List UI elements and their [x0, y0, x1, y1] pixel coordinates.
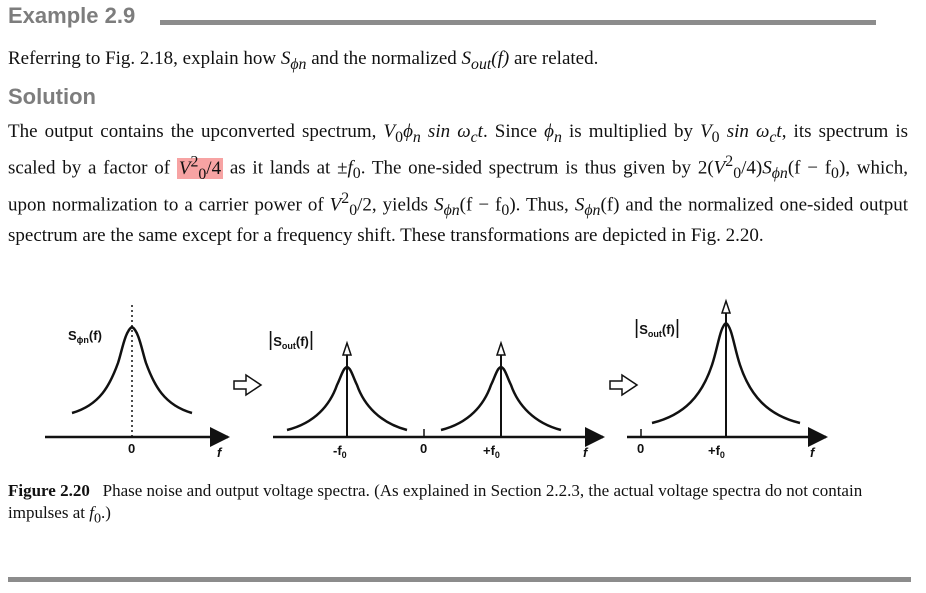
panel2-neg-f0-label: -f0 [333, 443, 347, 460]
example-heading: Example 2.9 [8, 3, 136, 28]
panel-output-spectrum-two-sided: |Sout(f)| -f0 0 +f0 f [268, 329, 605, 460]
panel1-lorentzian-curve [71, 325, 193, 415]
panel2-y-label: |Sout(f)| [268, 329, 314, 351]
panel1-y-label: Sϕn(f) [68, 328, 102, 345]
highlighted-factor: V20/4 [176, 153, 224, 183]
panel3-origin-label: 0 [637, 441, 644, 456]
solution-heading: Solution [8, 84, 96, 109]
panel3-pos-f0-label: +f0 [708, 443, 725, 460]
example-question: Referring to Fig. 2.18, explain how Sϕn … [8, 48, 599, 73]
caption-label: Figure 2.20 [8, 481, 90, 500]
panel1-origin-label: 0 [128, 441, 135, 456]
panel-phase-noise-spectrum: Sϕn(f) 0 f [45, 305, 230, 460]
figure-caption: Figure 2.20 Phase noise and output volta… [8, 481, 863, 527]
panel-output-spectrum-one-sided: |Sout(f)| 0 +f0 f [627, 298, 828, 460]
panel2-left-impulse-arrow [341, 340, 353, 356]
panel2-right-impulse-arrow [495, 340, 507, 356]
transform-arrow-1 [233, 373, 263, 397]
figure-2-20: Sϕn(f) 0 f |Sout(f)| -f0 0 +f0 f [0, 285, 926, 475]
panel2-pos-f0-label: +f0 [483, 443, 500, 460]
bottom-rule [8, 577, 911, 582]
panel3-y-label: |Sout(f)| [634, 317, 680, 339]
transform-arrow-2 [609, 373, 639, 397]
example-heading-rule [160, 20, 876, 25]
panel2-f-label: f [583, 445, 589, 460]
panel1-f-label: f [217, 445, 223, 460]
panel2-origin-label: 0 [420, 441, 427, 456]
solution-paragraph: The output contains the upconverted spec… [8, 121, 909, 246]
panel3-f-label: f [810, 445, 816, 460]
panel3-impulse-arrow [720, 298, 732, 314]
